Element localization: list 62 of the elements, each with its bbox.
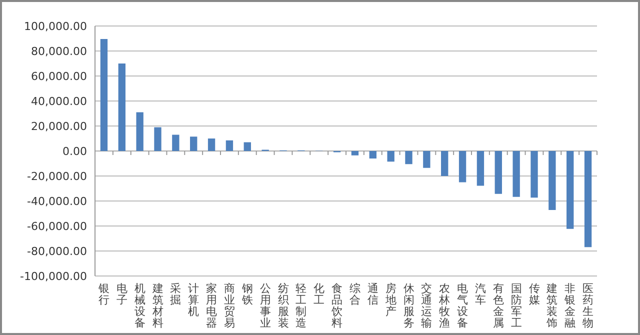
x-tick-label: 公用事业 [260, 282, 271, 330]
x-tick-label: 采掘 [170, 282, 182, 306]
bar [190, 136, 198, 151]
y-tick-label: 20,000.00 [31, 120, 87, 133]
bar [118, 64, 126, 151]
bar [100, 39, 108, 151]
x-tick-label: 传媒 [528, 282, 540, 306]
x-tick-label: 综合 [349, 282, 360, 306]
y-tick-label: 0.00 [62, 145, 87, 158]
x-tick-label: 建筑材料 [151, 282, 164, 330]
bar [548, 151, 556, 210]
y-tick-label: 40,000.00 [31, 95, 87, 108]
y-tick-label: 80,000.00 [31, 45, 87, 58]
x-tick-label: 轻工制造 [296, 282, 307, 330]
x-tick-label: 建筑装饰 [546, 282, 558, 330]
y-tick-label: 60,000.00 [31, 70, 87, 83]
bar [405, 151, 412, 164]
x-tick-label: 国防军工 [510, 282, 522, 330]
bar [369, 151, 376, 158]
x-tick-label: 农林牧渔 [438, 282, 450, 330]
y-tick-label: -20,000.00 [27, 170, 87, 183]
bar [566, 151, 574, 229]
x-tick-label: 非银金融 [564, 282, 576, 330]
y-tick-label: -60,000.00 [27, 220, 87, 233]
x-tick-label: 食品饮料 [330, 282, 343, 330]
bar [154, 127, 162, 151]
x-tick-label: 机械设备 [134, 282, 146, 330]
x-tick-label: 通信 [367, 282, 378, 306]
x-tick-label: 计算机 [188, 282, 200, 318]
bar [494, 151, 502, 194]
bar [441, 151, 448, 176]
x-tick-label: 房地产 [384, 282, 396, 318]
x-tick-label: 银行 [97, 282, 110, 306]
bar [244, 142, 251, 151]
y-tick-label: -40,000.00 [27, 195, 87, 208]
x-tick-label: 家用电器 [206, 282, 218, 330]
x-tick-label: 纺织服装 [278, 282, 289, 330]
y-tick-label: -100,000.00 [20, 270, 87, 283]
bar [476, 151, 484, 186]
bar [136, 112, 144, 151]
x-tick-label: 有色金属 [492, 282, 504, 330]
x-tick-label: 交通运输 [421, 282, 432, 330]
bar [172, 134, 180, 151]
y-tick-label: 100,000.00 [24, 20, 87, 33]
x-tick-label: 钢铁 [240, 282, 253, 306]
bar [584, 151, 592, 248]
bar [226, 140, 234, 151]
x-tick-label: 电气设备 [457, 282, 468, 330]
x-tick-label: 电子 [116, 282, 128, 306]
bar [530, 151, 538, 198]
x-tick-label: 商业贸易 [224, 282, 235, 330]
x-tick-label: 汽车 [474, 282, 486, 306]
bar [208, 138, 216, 151]
bar [351, 151, 359, 156]
x-tick-label: 休闲服务 [403, 282, 414, 330]
bar [512, 151, 520, 197]
bar [387, 151, 394, 162]
y-tick-label: -80,000.00 [27, 245, 87, 258]
x-tick-label: 化工 [314, 282, 325, 306]
bar [458, 151, 466, 182]
bar [423, 151, 430, 168]
x-tick-label: 医药生物 [582, 282, 594, 330]
